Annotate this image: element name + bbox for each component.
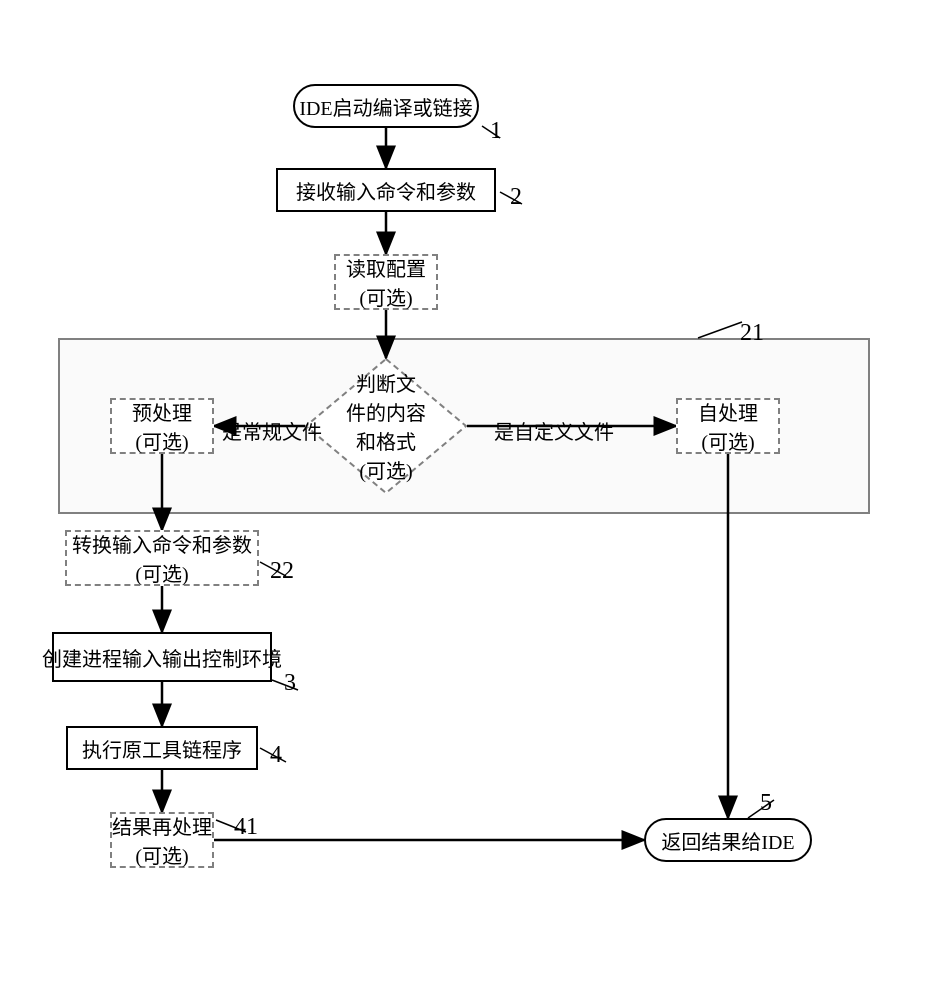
node-label-n1: IDE启动编译或链接	[299, 92, 472, 121]
ref-label-n1: 1	[490, 118, 502, 145]
rect-n41: 结果再处理(可选)	[110, 812, 214, 868]
node-label-ndec: 判断文件的内容和格式(可选)	[346, 368, 426, 484]
decision-ndec: 判断文件的内容和格式(可选)	[305, 358, 467, 494]
node-text-nself-line1: (可选)	[701, 426, 754, 455]
node-label-npre: 预处理(可选)	[132, 397, 192, 455]
node-text-nself-line0: 自处理	[698, 397, 758, 426]
edge-label-ndec-npre: 是常规文件	[222, 416, 322, 445]
node-label-n41: 结果再处理(可选)	[112, 811, 212, 869]
ref-label-n41: 41	[234, 814, 258, 841]
node-text-npre-line0: 预处理	[132, 397, 192, 426]
ref-leader-2	[698, 322, 742, 338]
node-label-nrc: 读取配置(可选)	[346, 253, 426, 311]
ref-label-n3: 3	[284, 670, 296, 697]
rect-npre: 预处理(可选)	[110, 398, 214, 454]
terminator-n5: 返回结果给IDE	[644, 818, 812, 862]
ref-label-n4: 4	[270, 742, 282, 769]
node-text-n4-line0: 执行原工具链程序	[82, 734, 242, 763]
node-text-n2-line0: 接收输入命令和参数	[296, 176, 476, 205]
node-text-n41-line0: 结果再处理	[112, 811, 212, 840]
node-text-ndec-line3: (可选)	[359, 455, 412, 484]
node-label-nself: 自处理(可选)	[698, 397, 758, 455]
node-label-n3: 创建进程输入输出控制环境	[42, 643, 282, 672]
rect-nrc: 读取配置(可选)	[334, 254, 438, 310]
node-text-npre-line1: (可选)	[135, 426, 188, 455]
rect-n2: 接收输入命令和参数	[276, 168, 496, 212]
node-text-n22-line0: 转换输入命令和参数	[72, 529, 252, 558]
node-text-ndec-line2: 和格式	[356, 426, 416, 455]
rect-n3: 创建进程输入输出控制环境	[52, 632, 272, 682]
node-text-n3-line0: 创建进程输入输出控制环境	[42, 643, 282, 672]
node-label-n2: 接收输入命令和参数	[296, 176, 476, 205]
rect-nself: 自处理(可选)	[676, 398, 780, 454]
node-label-n4: 执行原工具链程序	[82, 734, 242, 763]
rect-n4: 执行原工具链程序	[66, 726, 258, 770]
node-text-n5-line0: 返回结果给IDE	[661, 826, 794, 855]
flowchart-canvas: IDE启动编译或链接接收输入命令和参数读取配置(可选)预处理(可选)自处理(可选…	[0, 0, 930, 1000]
node-label-n5: 返回结果给IDE	[661, 826, 794, 855]
node-text-n41-line1: (可选)	[135, 840, 188, 869]
ref-label-n22: 22	[270, 558, 294, 585]
node-text-n22-line1: (可选)	[135, 558, 188, 587]
ref-label-group: 21	[740, 320, 764, 347]
terminator-n1: IDE启动编译或链接	[293, 84, 479, 128]
node-text-ndec-line1: 件的内容	[346, 397, 426, 426]
node-text-nrc-line1: (可选)	[359, 282, 412, 311]
node-label-n22: 转换输入命令和参数(可选)	[72, 529, 252, 587]
ref-label-n5: 5	[760, 790, 772, 817]
rect-n22: 转换输入命令和参数(可选)	[65, 530, 259, 586]
ref-label-n2: 2	[510, 184, 522, 211]
edge-label-ndec-nself: 是自定义文件	[494, 416, 614, 445]
node-text-ndec-line0: 判断文	[356, 368, 416, 397]
node-text-n1-line0: IDE启动编译或链接	[299, 92, 472, 121]
node-text-nrc-line0: 读取配置	[346, 253, 426, 282]
